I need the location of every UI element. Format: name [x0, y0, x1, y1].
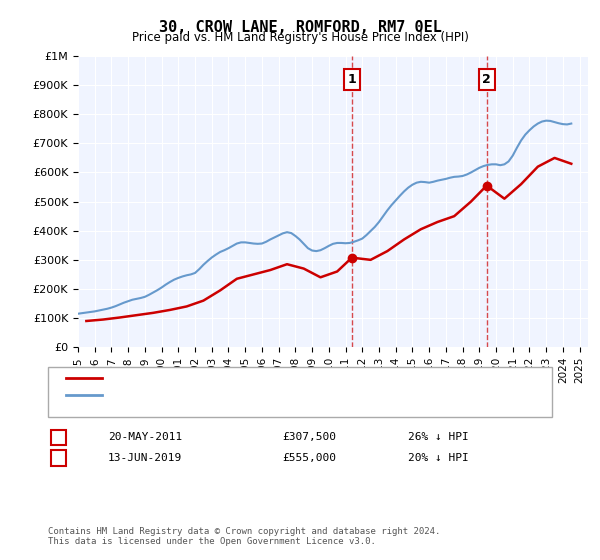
Text: 30, CROW LANE, ROMFORD, RM7 0EL: 30, CROW LANE, ROMFORD, RM7 0EL [158, 20, 442, 35]
Text: 2: 2 [55, 453, 62, 463]
Text: £555,000: £555,000 [282, 453, 336, 463]
Text: £307,500: £307,500 [282, 432, 336, 442]
Text: Price paid vs. HM Land Registry's House Price Index (HPI): Price paid vs. HM Land Registry's House … [131, 31, 469, 44]
Text: HPI: Average price, detached house, Havering: HPI: Average price, detached house, Have… [108, 390, 383, 400]
Text: 26% ↓ HPI: 26% ↓ HPI [408, 432, 469, 442]
Text: 30, CROW LANE, ROMFORD, RM7 0EL (detached house): 30, CROW LANE, ROMFORD, RM7 0EL (detache… [108, 373, 408, 383]
Text: 20-MAY-2011: 20-MAY-2011 [108, 432, 182, 442]
Text: 2: 2 [482, 73, 491, 86]
Text: 1: 1 [347, 73, 356, 86]
Text: Contains HM Land Registry data © Crown copyright and database right 2024.
This d: Contains HM Land Registry data © Crown c… [48, 526, 440, 546]
Text: 1: 1 [55, 432, 62, 442]
Text: 13-JUN-2019: 13-JUN-2019 [108, 453, 182, 463]
Text: 20% ↓ HPI: 20% ↓ HPI [408, 453, 469, 463]
